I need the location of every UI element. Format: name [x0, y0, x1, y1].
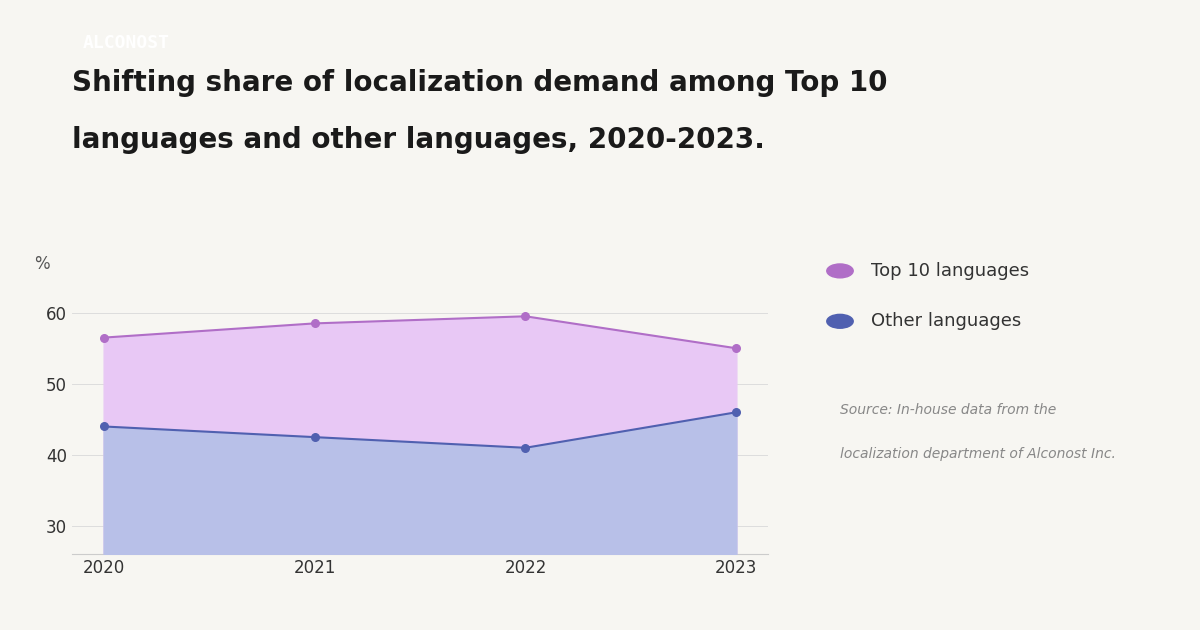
Text: Source: In-house data from the: Source: In-house data from the: [840, 403, 1056, 417]
Point: [516, 443, 535, 453]
Text: ALCONOST: ALCONOST: [83, 35, 170, 52]
Point: [727, 343, 746, 353]
Point: [305, 432, 324, 442]
Point: [305, 318, 324, 328]
Point: [516, 311, 535, 321]
Point: [94, 333, 113, 343]
Point: [94, 421, 113, 432]
Text: localization department of Alconost Inc.: localization department of Alconost Inc.: [840, 447, 1116, 461]
Text: Other languages: Other languages: [871, 312, 1021, 330]
Point: [727, 407, 746, 417]
Text: %: %: [34, 255, 49, 273]
Text: Top 10 languages: Top 10 languages: [871, 262, 1030, 280]
Text: Shifting share of localization demand among Top 10: Shifting share of localization demand am…: [72, 69, 888, 97]
Text: languages and other languages, 2020-2023.: languages and other languages, 2020-2023…: [72, 126, 764, 154]
